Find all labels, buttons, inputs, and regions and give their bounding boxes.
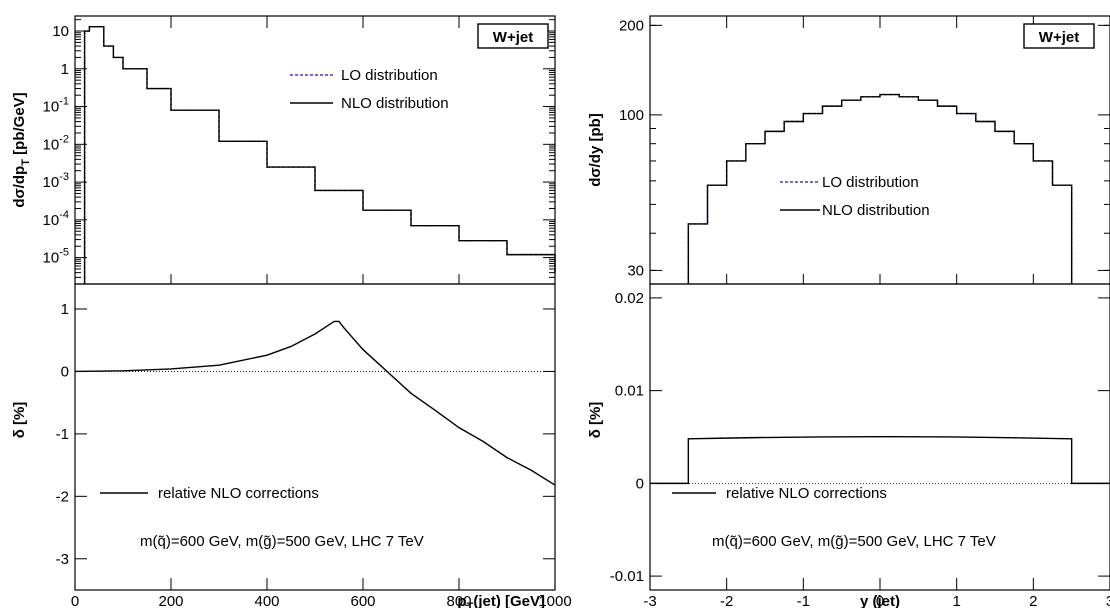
pt-xlabel-unit: (jet) [GeV] <box>473 593 545 608</box>
y-relative-corrections-line <box>650 435 1110 485</box>
pt-upper-ylabel: dσ/dpT [pb/GeV] <box>11 92 32 207</box>
pt-upper-ytick-base: 10 <box>43 174 60 191</box>
y-xtick-label: 2 <box>1029 593 1037 608</box>
y-upper-ylabel: dσ/dy [pb] <box>587 113 604 187</box>
y-upper-axis: 200 100 30 <box>619 17 1110 279</box>
pt-upper-ytick-base: 10 <box>52 23 69 40</box>
pt-upper-ytick-label: 10-1 <box>43 96 69 116</box>
pt-upper-ylabel-main: dσ/dp <box>11 166 28 208</box>
y-xlabel: y (jet) <box>860 593 900 608</box>
y-xtick-label: 0 <box>876 593 884 608</box>
y-annotation: m(q̃)=600 GeV, m(g̃)=500 GeV, LHC 7 TeV <box>712 533 996 550</box>
pt-lower-ytick-label: -2 <box>56 488 69 505</box>
y-upper-ytick-label: 30 <box>627 262 644 279</box>
pt-upper-ylabel-unit: [pb/GeV] <box>11 92 28 159</box>
pt-xtick-label: 0 <box>71 593 79 608</box>
pt-upper-ytick-label: 10-5 <box>43 247 69 267</box>
pt-lower-frame <box>74 283 556 591</box>
y-upper-frame <box>649 15 1110 285</box>
pt-upper-ytick-label: 10 <box>52 23 69 40</box>
pt-upper-ytick-label: 10-2 <box>43 133 69 153</box>
y-figure: 200 100 30 0.02 0.01 0 -0.01 -3 -2 -1 0 1 2 3 W+jet… <box>587 15 1110 608</box>
pt-upper-ytick-exp: -2 <box>59 133 69 145</box>
pt-legend-rel-label: relative NLO corrections <box>158 485 319 502</box>
pt-upper-ytick-exp: -5 <box>59 247 69 259</box>
pt-annotation: m(q̃)=600 GeV, m(g̃)=500 GeV, LHC 7 TeV <box>140 533 424 550</box>
pt-upper-ytick-exp: -1 <box>59 96 69 108</box>
pt-xtick-label: 400 <box>254 593 279 608</box>
pt-lower-axis: 1 0 -1 -2 -3 <box>56 301 555 568</box>
pt-legend-lo-label: LO distribution <box>341 67 438 84</box>
pt-lo-distribution-line <box>83 26 556 284</box>
y-x-axis: -3 -2 -1 0 1 2 3 <box>643 16 1110 608</box>
pt-xlabel-main: p <box>457 593 466 608</box>
pt-xtick-label: 1000 <box>538 593 571 608</box>
pt-lower-ytick-label: 0 <box>61 363 69 380</box>
pt-upper-ytick-base: 10 <box>43 99 60 116</box>
y-lower-ytick-label: 0.02 <box>615 290 644 307</box>
pt-upper-ytick-exp: -3 <box>59 171 69 183</box>
y-process-label: W+jet <box>1039 29 1079 46</box>
y-lower-ytick-label: 0.01 <box>615 383 644 400</box>
pt-xlabel: pT(jet) [GeV] <box>457 593 545 608</box>
y-legend-rel-label: relative NLO corrections <box>726 485 887 502</box>
y-process-box <box>1023 23 1095 49</box>
pt-upper-ytick-label: 10-3 <box>43 171 69 191</box>
y-upper-ytick-base: 100 <box>619 107 644 124</box>
pt-legend-nlo-label: NLO distribution <box>341 95 449 112</box>
pt-lower-ytick-label: 1 <box>61 301 69 318</box>
y-xtick-label: -1 <box>797 593 810 608</box>
y-upper-ytick-base: 200 <box>619 17 644 34</box>
pt-xtick-label: 200 <box>158 593 183 608</box>
pt-upper-ytick-base: 1 <box>61 61 69 78</box>
y-upper-ytick-base: 30 <box>627 262 644 279</box>
y-xtick-label: -3 <box>643 593 656 608</box>
pt-upper-frame <box>74 15 556 285</box>
y-legend-nlo-label: NLO distribution <box>822 202 930 219</box>
y-lower-ytick-label: -0.01 <box>610 568 644 585</box>
pt-upper-ytick-base: 10 <box>43 212 60 229</box>
pt-upper-ytick-label: 10-4 <box>43 209 69 229</box>
pt-upper-ytick-base: 10 <box>43 136 60 153</box>
y-xtick-label: 3 <box>1106 593 1110 608</box>
y-xtick-label: 1 <box>952 593 960 608</box>
pt-process-label: W+jet <box>493 29 533 46</box>
pt-xlabel-sub: T <box>467 601 474 608</box>
y-lower-ylabel: δ [%] <box>587 402 604 439</box>
pt-upper-ytick-label: 1 <box>61 61 69 78</box>
pt-upper-ytick-base: 10 <box>43 250 60 267</box>
pt-x-axis: 0 200 400 600 800 1000 <box>71 16 572 608</box>
pt-lower-ytick-label: -1 <box>56 426 69 443</box>
y-upper-ytick-label: 200 <box>619 17 644 34</box>
y-nlo-distribution-line <box>687 93 1073 284</box>
pt-relative-corrections-line <box>74 320 556 486</box>
pt-lower-ytick-label: -3 <box>56 551 69 568</box>
y-lower-axis: 0.02 0.01 0 -0.01 <box>610 290 1110 585</box>
pt-lower-ylabel: δ [%] <box>11 402 28 439</box>
y-upper-ytick-label: 100 <box>619 107 644 124</box>
pt-upper-ytick-exp: -4 <box>59 209 69 221</box>
pt-xtick-label: 600 <box>350 593 375 608</box>
y-xtick-label: -2 <box>720 593 733 608</box>
pt-process-box <box>477 23 549 49</box>
pt-xtick-label: 800 <box>446 593 471 608</box>
y-lower-ytick-label: 0 <box>636 475 644 492</box>
pt-upper-ylabel-sub: T <box>20 159 32 166</box>
y-legend-lo-label: LO distribution <box>822 174 919 191</box>
pt-nlo-distribution-line <box>83 26 556 284</box>
